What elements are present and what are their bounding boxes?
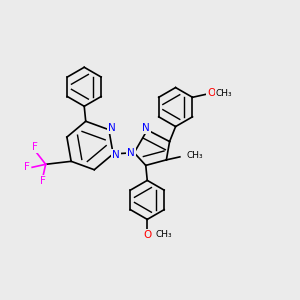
Text: N: N [142,122,150,133]
Text: CH₃: CH₃ [156,230,172,239]
Text: F: F [24,162,30,172]
Text: O: O [207,88,215,98]
Text: O: O [143,230,152,240]
Text: F: F [40,176,46,186]
Text: N: N [112,150,120,161]
Text: F: F [32,142,38,152]
Text: N: N [127,148,135,158]
Text: CH₃: CH₃ [216,89,232,98]
Text: CH₃: CH₃ [187,152,203,160]
Text: N: N [108,123,116,133]
